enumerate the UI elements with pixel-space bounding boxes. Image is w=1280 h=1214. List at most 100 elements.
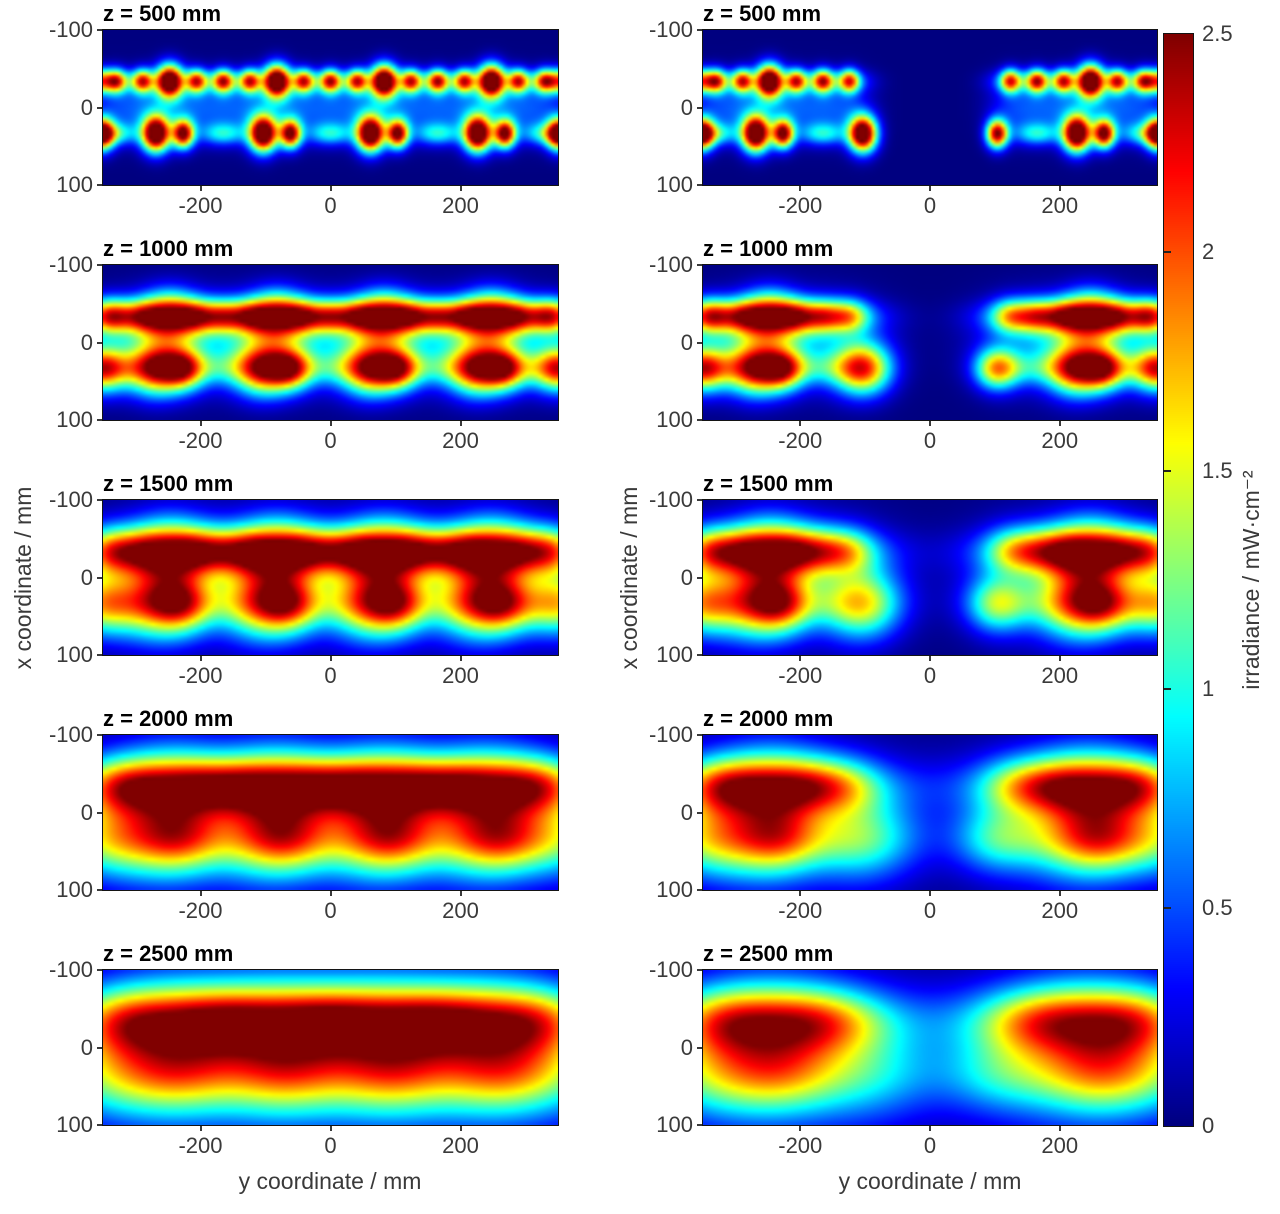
heatmap-z2000-full-array [102,734,559,891]
panel-title: z = 1000 mm [703,236,834,261]
y-tick-mark [97,1124,102,1126]
heatmap-z1000-full-array [102,264,559,421]
y-tick-label: -100 [648,252,693,277]
y-tick-mark [97,419,102,421]
y-tick-label: 0 [80,94,93,120]
x-tick-label: -200 [178,1133,223,1158]
colorbar-tick-label: 0 [1202,1113,1215,1138]
y-tick-mark [697,576,702,579]
y-tick-label: 0 [80,329,93,355]
x-tick-label: 0 [923,428,937,453]
x-tick-label: -200 [778,1133,823,1158]
colorbar-tick-label: 1 [1202,676,1215,702]
x-tick-label: 0 [324,898,337,923]
colorbar [1163,33,1194,1127]
x-tick-mark [199,1126,202,1131]
x-tick-mark [459,421,462,426]
y-tick-label: 100 [656,172,693,197]
x-tick-mark [199,421,202,426]
colorbar-axis-label: irradiance / mW·cm⁻² [1238,470,1264,690]
y-tick-label: 0 [680,564,693,590]
x-tick-label: 200 [1041,898,1079,923]
y-tick-label: 0 [680,329,693,355]
x-tick-label: 200 [1041,1133,1079,1158]
y-tick-mark [697,419,702,421]
y-tick-label: -100 [648,487,693,512]
y-tick-mark [97,1046,102,1049]
colorbar-tick-mark [1164,469,1171,472]
y-tick-label: 100 [56,172,93,197]
y-tick-label: -100 [48,957,93,982]
colorbar-tick-label: 2.5 [1202,21,1233,46]
y-tick-mark [697,889,702,891]
colorbar-tick-label: 1.5 [1202,457,1233,483]
y-tick-label: 100 [56,642,93,667]
y-tick-label: 100 [656,642,693,667]
x-tick-mark [799,186,802,191]
x-tick-label: -200 [178,898,223,923]
x-tick-mark [1058,421,1061,426]
x-tick-mark [1058,656,1061,661]
heatmap-z1000-center-off [702,264,1158,421]
panel-title: z = 2000 mm [703,706,834,731]
x-tick-label: -200 [778,428,823,453]
x-tick-label: 0 [923,1133,937,1158]
y-tick-mark [97,29,102,31]
y-tick-label: 100 [656,1112,693,1137]
y-tick-mark [697,969,702,971]
x-tick-label: 0 [324,1133,337,1158]
colorbar-tick-label: 0.5 [1202,894,1233,920]
panel-title: z = 2500 mm [103,941,234,966]
y-tick-mark [97,106,102,109]
y-tick-label: 0 [80,799,93,825]
x-tick-label: 200 [442,193,479,218]
panel-title: z = 2000 mm [103,706,234,731]
y-tick-label: -100 [648,722,693,747]
y-tick-mark [97,734,102,736]
y-tick-mark [697,29,702,31]
x-axis-label-left-column: y coordinate / mm [238,1168,422,1194]
x-tick-mark [929,656,931,661]
y-tick-mark [97,264,102,266]
colorbar-tick-mark [1164,251,1171,254]
x-tick-label: 0 [923,193,937,218]
x-tick-mark [329,656,332,661]
y-tick-mark [697,106,702,109]
x-tick-label: 0 [923,898,937,923]
x-tick-label: 0 [324,663,337,688]
x-tick-mark [199,656,202,661]
y-tick-mark [97,184,102,186]
x-tick-mark [1058,1126,1061,1131]
heatmap-z2000-center-off [702,734,1158,891]
x-tick-label: -200 [178,428,223,453]
heatmap-z2500-center-off [702,969,1158,1126]
panel-title: z = 1500 mm [103,471,234,496]
colorbar-tick-label: 2 [1202,239,1215,265]
x-tick-mark [929,891,931,896]
y-tick-label: -100 [48,17,93,42]
x-axis-label-right-column: y coordinate / mm [838,1168,1022,1194]
x-tick-mark [459,186,462,191]
y-tick-mark [97,341,102,344]
y-tick-label: -100 [648,957,693,982]
x-tick-label: -200 [178,193,223,218]
y-tick-label: 0 [680,1034,693,1060]
y-tick-label: -100 [48,487,93,512]
x-tick-label: 200 [1041,663,1079,688]
colorbar-tick-mark [1164,688,1171,691]
y-tick-mark [697,184,702,186]
x-tick-mark [199,186,202,191]
x-tick-label: 200 [442,663,479,688]
x-tick-mark [329,186,332,191]
x-tick-label: 200 [442,1133,479,1158]
heatmap-z2500-full-array [102,969,559,1126]
panel-title: z = 1500 mm [703,471,834,496]
y-tick-mark [697,811,702,814]
y-tick-label: -100 [48,252,93,277]
x-tick-mark [1058,186,1061,191]
x-tick-mark [799,891,802,896]
x-tick-mark [329,891,332,896]
x-tick-mark [929,186,931,191]
y-tick-mark [697,654,702,656]
